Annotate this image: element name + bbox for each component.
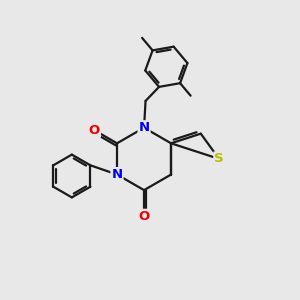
- Text: N: N: [139, 121, 150, 134]
- Text: O: O: [138, 210, 150, 223]
- Text: O: O: [89, 124, 100, 137]
- Text: S: S: [214, 152, 224, 165]
- Text: N: N: [112, 168, 123, 181]
